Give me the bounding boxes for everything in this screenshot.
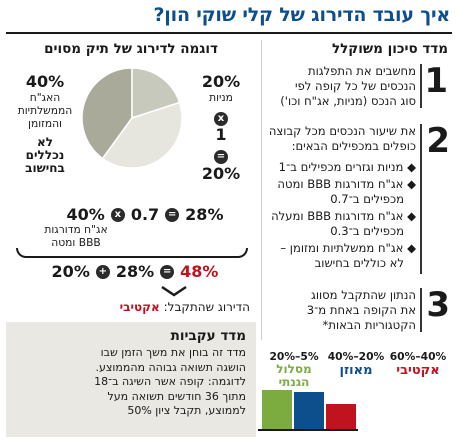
example-heading: דוגמה לדירוג של תיק מסוים [44, 41, 218, 57]
excluded-note: לא נכללים בחישוב [25, 135, 65, 175]
title-divider [6, 32, 452, 34]
risk-index-heading: מדד סיכון משוקלל [331, 41, 448, 57]
chevron-down-icon [161, 285, 187, 297]
equals-icon: = [165, 207, 180, 222]
equals-icon: = [214, 150, 228, 164]
equals-icon: = [160, 264, 175, 279]
step-2-divider [420, 124, 422, 274]
bonds-label: אג"ח מדורגות BBB ומטה [44, 223, 108, 249]
step-3-number: 3 [426, 285, 450, 325]
step-2-number: 2 [426, 121, 450, 161]
segment-stocks: 20% מניות x 1 = 20% [201, 72, 241, 183]
consistency-box: מדד עקביות מדד זה בוחן את משך הזמן שבו ה… [6, 322, 256, 437]
pie-slice-2 [101, 101, 183, 169]
column-divider [261, 40, 262, 340]
pie-slice-1 [131, 67, 181, 120]
bar-active [326, 404, 356, 430]
page-title: איך עובד הדירוג של קלי שוקי הון? [153, 4, 450, 26]
times-icon: x [214, 112, 228, 126]
bullet-item: ◆ אג"ח ממשלתיות ומזומן – לא כוללים בחישו… [280, 241, 416, 270]
bar-balanced [294, 392, 324, 430]
bullet-item: ◆ מניות וגזרים מכפילים ב־1 [278, 160, 416, 174]
bullet-item: ◆ אג"ח מדורגות BBB ומעלה מכפילים ב־0.3 [271, 209, 416, 238]
pie-slice-0 [81, 67, 133, 160]
legend-balanced: 40%–20% מאוזן [327, 350, 385, 378]
legend-bars [258, 388, 358, 430]
step-1-divider [420, 64, 422, 108]
step-3-text: הנתון שהתקבל מסווג את הקופה באחת מ־3 הקט… [306, 288, 416, 332]
total-result: 48% [180, 262, 219, 281]
segment-bonds: 40% x 0.7 = 28% [66, 205, 224, 224]
bars-baseline [258, 429, 358, 431]
rating-result: הדירוג שהתקבל: אקטיבי [119, 300, 250, 314]
times-icon: x [110, 207, 125, 222]
consistency-heading: מדד עקביות [170, 328, 246, 344]
allocation-pie [81, 67, 183, 169]
legend-active: 60%–40% אקטיבי [389, 350, 447, 378]
legend-defensive: 20%–5% מסלול הגנתי [269, 350, 319, 389]
segment-govt: 40% האג"ח הממשלתיות והמזומן לא נכללים בח… [8, 72, 82, 175]
sum-row: 20% + 28% = 48% [51, 262, 219, 281]
step-3-divider [420, 288, 422, 332]
plus-icon: + [95, 264, 110, 279]
consistency-text: מדד זה בוחן את משך הזמן שבו הושגה תשואה … [94, 346, 246, 417]
bar-defensive [262, 390, 292, 430]
bullet-item: ◆ אג"ח מדורגות BBB ומטה מכפילים ב־0.7 [277, 177, 416, 206]
step-1-number: 1 [424, 61, 448, 101]
sum-brace [16, 248, 248, 258]
step-2-text: את שיעור הנכסים מכל קבוצה כופלים במכפילי… [241, 124, 416, 271]
step-1-text: מחשבים את התפלגות הנכסים של כל קופה לפי … [280, 64, 416, 108]
category-legend: 60%–40% אקטיבי 40%–20% מאוזן 20%–5% מסלו… [262, 350, 452, 428]
